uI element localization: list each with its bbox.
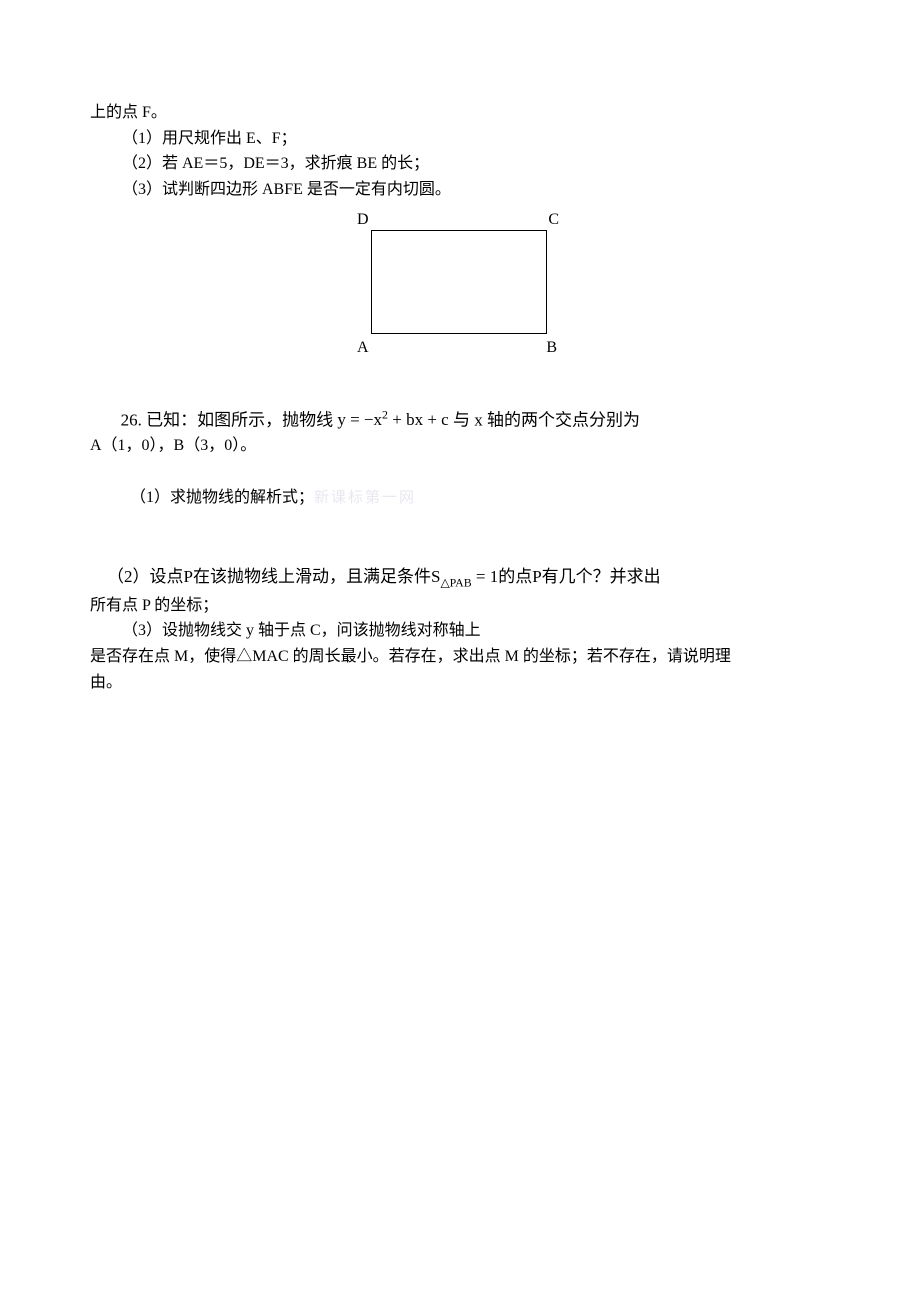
continuation-line: 上的点 F。 (90, 100, 830, 126)
q26-sub1-text: （1）求抛物线的解析式； (130, 489, 314, 506)
q26-line1: 26. 已知：如图所示，抛物线 y = −x2 + bx + c 与 x 轴的两… (90, 378, 830, 433)
s-subscript: △PAB (440, 576, 471, 590)
q26-sub2-text-b: 的点P有几个？并求出 (498, 567, 660, 586)
q26-formula: y = −x2 + bx + c (337, 410, 448, 429)
q26-lead: 已知：如图所示，抛物线 (146, 410, 337, 429)
formula-pre: y = −x (337, 410, 382, 429)
q26-lead-tail: 与 x 轴的两个交点分别为 (449, 410, 640, 429)
vertex-label-A: A (357, 340, 369, 356)
rectangle-figure: D C A B (90, 214, 830, 354)
q26-sub3-line1: （3）设抛物线交 y 轴于点 C，问该抛物线对称轴上 (90, 618, 830, 644)
vertex-label-C: C (548, 212, 559, 228)
q26-number: 26. (121, 410, 147, 429)
q26-sub2-a (99, 567, 116, 586)
q26-sub3-line3: 由。 (90, 670, 830, 696)
watermark-text: 新课标第一网 (314, 490, 416, 506)
q26-sub1: （1）求抛物线的解析式；新课标第一网 (90, 459, 830, 510)
q26-sub2-line2: 所有点 P 的坐标； (90, 593, 830, 619)
q26-sub3-line2: 是否存在点 M，使得△MAC 的周长最小。若存在，求出点 M 的坐标；若不存在，… (90, 644, 830, 670)
rectangle-box (371, 230, 547, 334)
q26-sub2-line1: （2）设点P在该抛物线上滑动，且满足条件S△PAB = 1的点P有几个？并求出 (90, 536, 830, 593)
q26-sub2-text-a: （2）设点P在该抛物线上滑动，且满足条件 (116, 567, 431, 586)
q26-line2: A（1，0），B（3，0）。 (90, 433, 830, 459)
q25-sub1: （1）用尺规作出 E、F； (90, 126, 830, 152)
q26-sub2-S: S△PAB = 1 (431, 567, 498, 586)
q25-sub2: （2）若 AE＝5，DE＝3，求折痕 BE 的长； (90, 151, 830, 177)
vertex-label-B: B (546, 340, 557, 356)
s-equals: = 1 (472, 567, 499, 586)
vertex-label-D: D (357, 212, 369, 228)
q25-sub3: （3）试判断四边形 ABFE 是否一定有内切圆。 (90, 177, 830, 203)
formula-post: + bx + c (388, 410, 449, 429)
